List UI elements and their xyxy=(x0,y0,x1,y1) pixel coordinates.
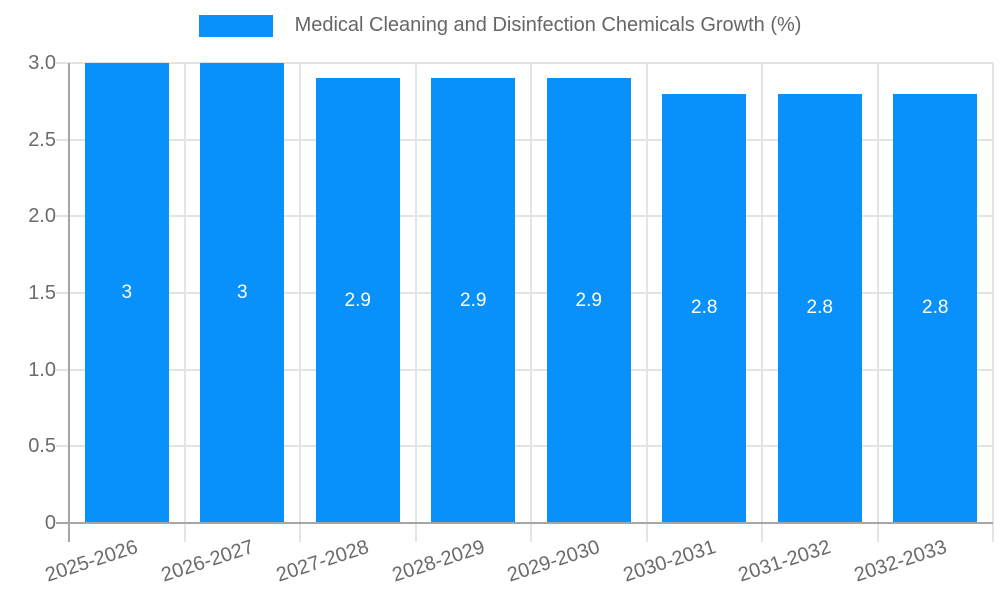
gridline-vertical xyxy=(992,63,994,523)
gridline-vertical xyxy=(876,63,879,523)
y-axis-tick-label: 2.0 xyxy=(28,205,56,228)
bar[interactable] xyxy=(546,78,631,523)
y-axis-tick-label: 3.0 xyxy=(28,52,56,74)
bar[interactable] xyxy=(431,78,516,523)
y-axis-tick-label: 1.5 xyxy=(28,282,56,304)
bar-value-label: 3 xyxy=(236,282,248,303)
bar[interactable] xyxy=(777,93,862,523)
bar-value-label: 2.8 xyxy=(691,297,718,319)
x-axis-tick-label: 2027-2028 xyxy=(273,536,372,587)
gridline-vertical xyxy=(183,63,186,523)
bar[interactable] xyxy=(893,93,978,523)
bar-value-label: 2.9 xyxy=(460,289,487,311)
x-axis-tick-label: 2031-2032 xyxy=(735,536,834,587)
gridline-vertical xyxy=(414,63,417,523)
bar-value-label: 2.8 xyxy=(806,297,833,319)
bar-value-label: 2.9 xyxy=(344,289,371,311)
bar-value-label: 2.8 xyxy=(922,297,949,319)
y-axis-line xyxy=(68,63,70,523)
gridline-horizontal xyxy=(56,62,993,64)
x-axis-tick-mark xyxy=(530,523,532,542)
gridline-horizontal xyxy=(56,368,993,371)
bar[interactable] xyxy=(200,63,285,523)
x-axis-tick-label: 2032-2033 xyxy=(851,536,950,587)
gridline-vertical xyxy=(645,63,648,523)
bar[interactable] xyxy=(84,63,169,523)
bar[interactable] xyxy=(662,93,747,523)
x-axis-tick-mark xyxy=(299,523,301,542)
legend-label: Medical Cleaning and Disinfection Chemic… xyxy=(294,14,802,36)
x-axis-tick-mark xyxy=(645,523,648,542)
y-axis-tick-label: 0.5 xyxy=(28,435,56,458)
y-axis-tick-label: 2.5 xyxy=(28,128,56,151)
gridline-vertical xyxy=(299,63,301,523)
gridline-horizontal xyxy=(56,445,993,448)
bar[interactable] xyxy=(315,78,400,523)
x-axis-tick-label: 2026-2027 xyxy=(158,536,257,587)
gridline-vertical xyxy=(761,63,763,523)
bar-value-label: 3 xyxy=(121,282,133,303)
x-axis-tick-mark xyxy=(876,523,879,542)
x-axis-tick-label: 2025-2026 xyxy=(42,536,141,587)
x-axis-tick-mark xyxy=(761,523,763,542)
x-axis-tick-mark xyxy=(992,523,994,542)
gridline-horizontal xyxy=(56,138,993,141)
chart-legend: Medical Cleaning and Disinfection Chemic… xyxy=(0,14,1000,37)
legend-item[interactable]: Medical Cleaning and Disinfection Chemic… xyxy=(198,14,802,37)
y-axis-tick-label: 1.0 xyxy=(28,358,56,381)
gridline-horizontal xyxy=(56,292,993,294)
gridline-vertical xyxy=(530,63,532,523)
x-axis-tick-label: 2030-2031 xyxy=(620,536,719,587)
legend-color-swatch xyxy=(198,14,273,37)
x-axis-tick-mark xyxy=(414,523,417,542)
x-axis-tick-label: 2029-2030 xyxy=(504,536,603,587)
y-axis-tick-label: 0 xyxy=(44,512,56,534)
bar-value-label: 2.9 xyxy=(575,289,602,311)
gridline-horizontal xyxy=(56,215,993,218)
x-axis-line xyxy=(56,522,993,524)
x-axis-tick-label: 2028-2029 xyxy=(389,536,488,587)
x-axis-tick-mark xyxy=(183,523,186,542)
x-axis-tick-mark xyxy=(68,523,70,542)
